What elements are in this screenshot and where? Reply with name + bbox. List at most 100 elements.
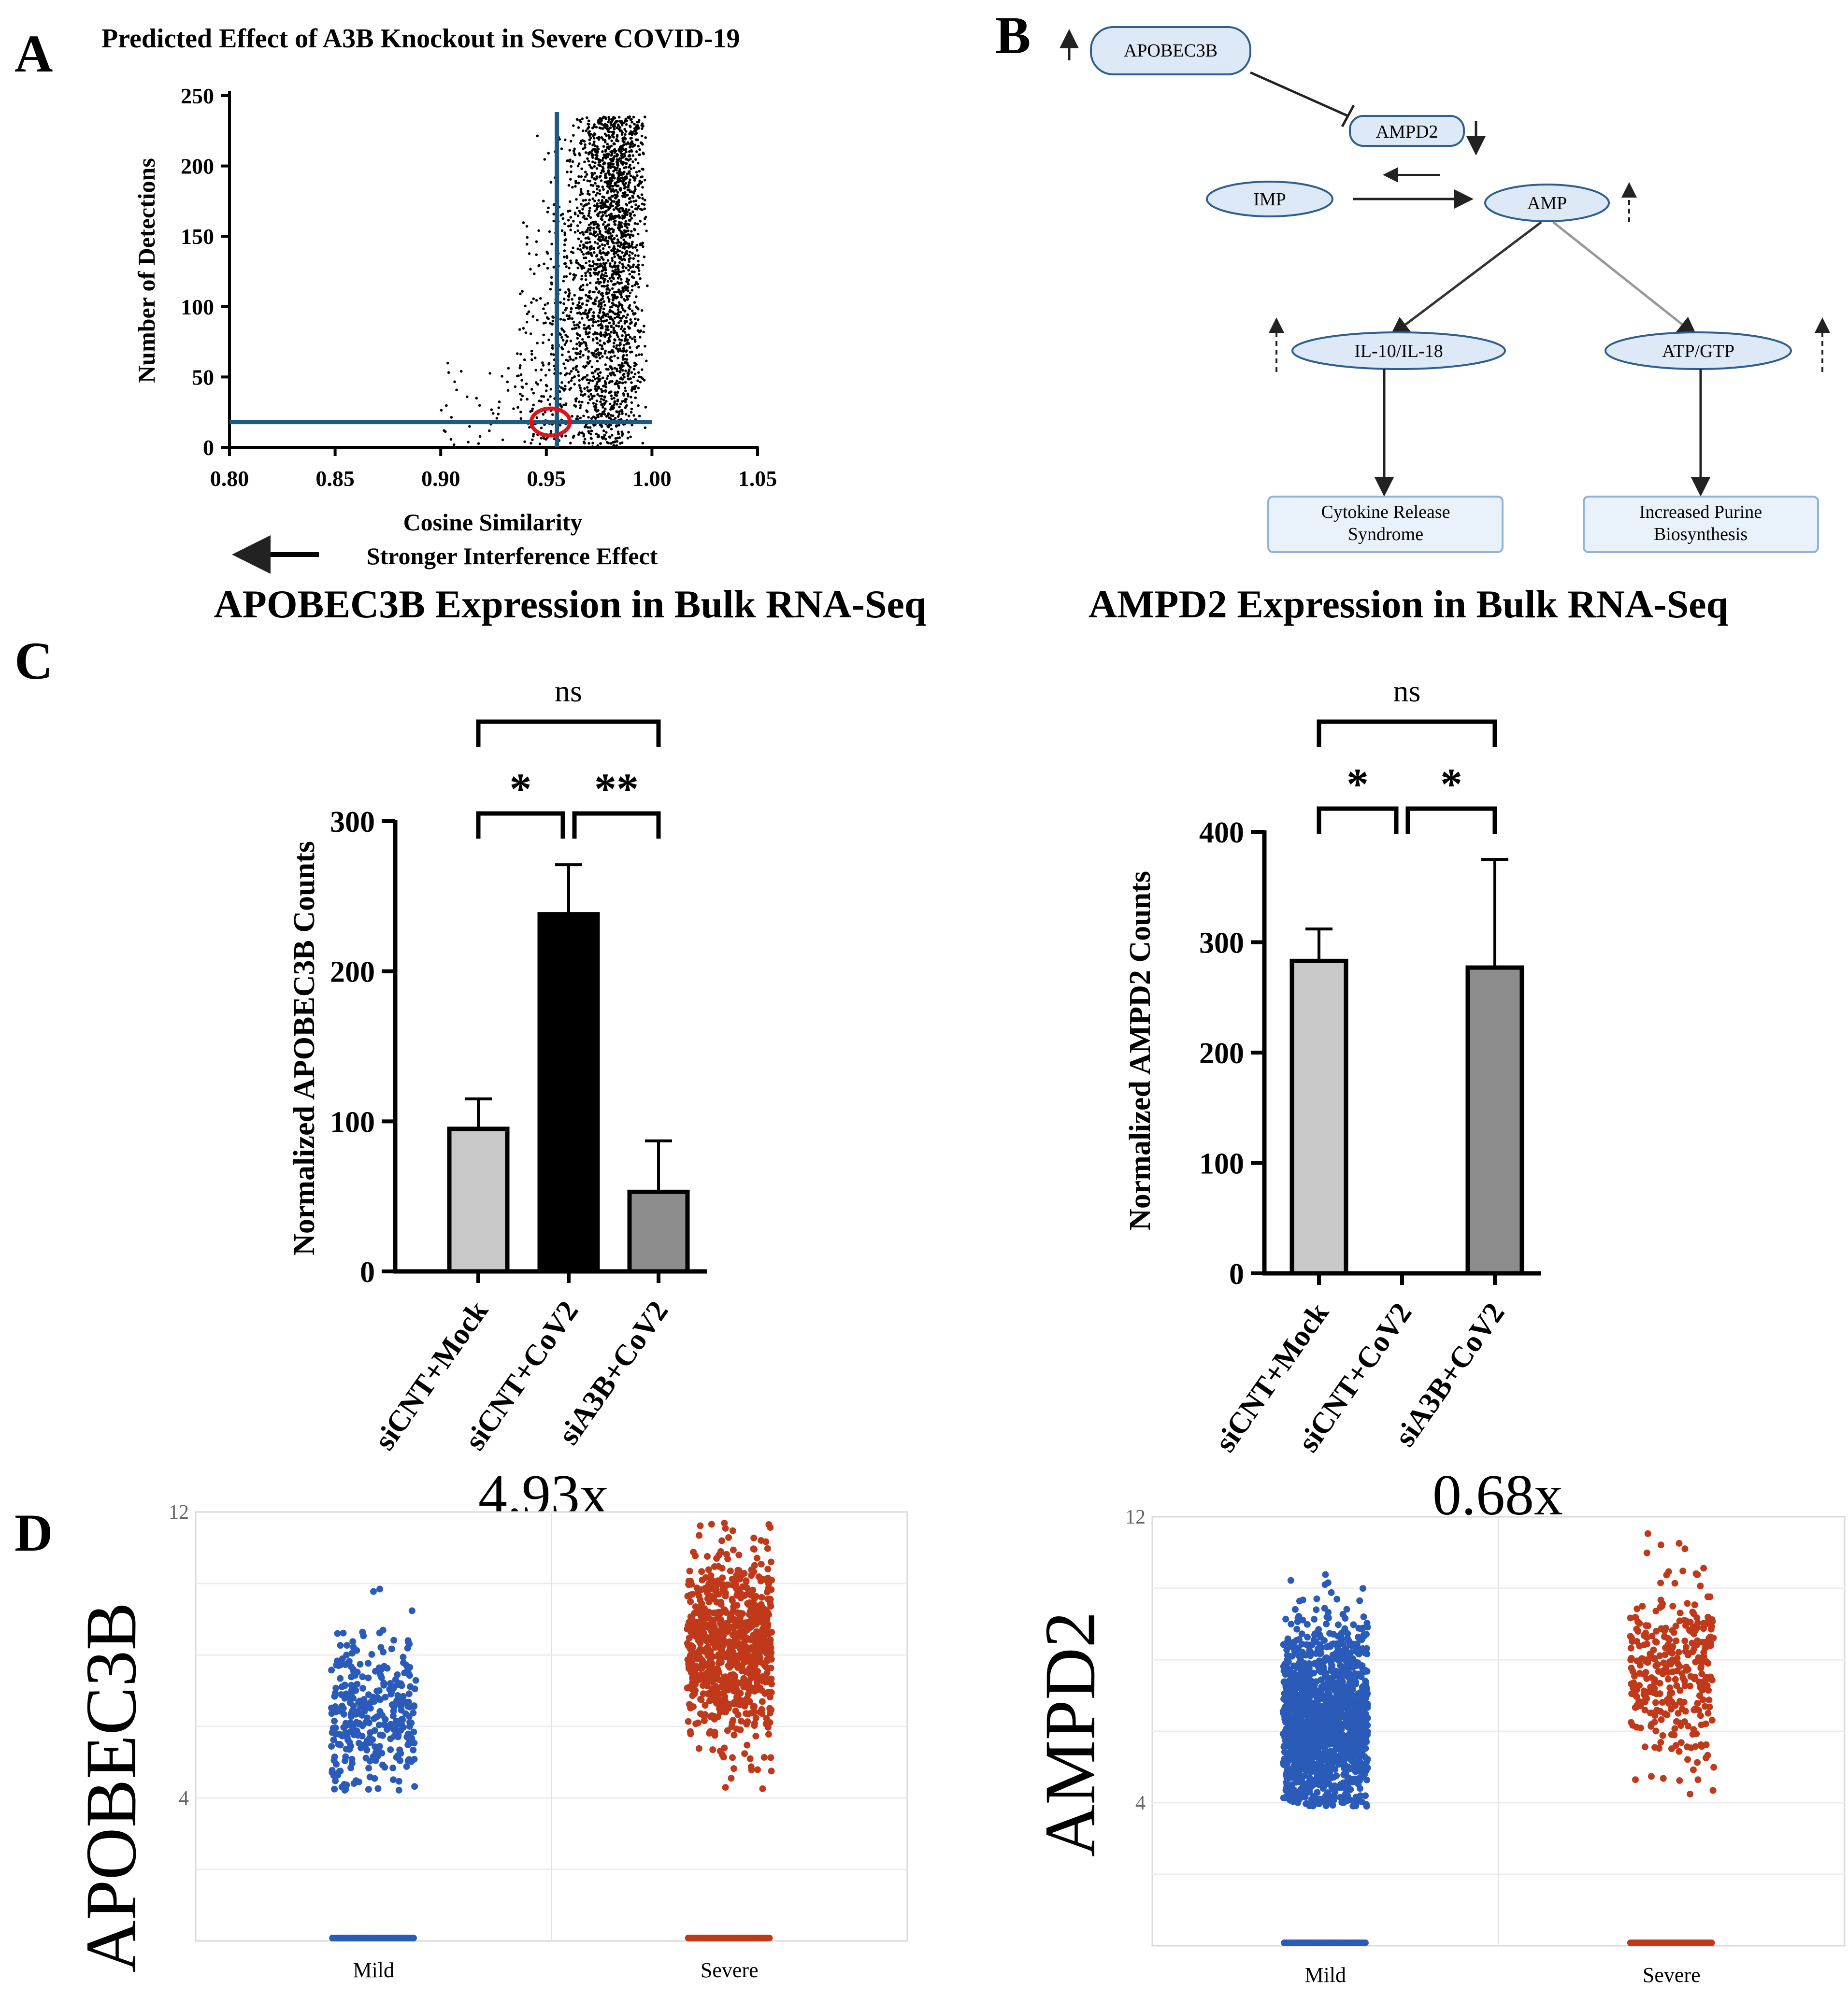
jitter-point [1282,1615,1289,1623]
jitter-point [328,1743,335,1750]
scatter-point [640,353,644,356]
scatter-point [608,277,612,280]
scatter-point [611,200,614,203]
scatter-point [568,149,572,152]
scatter-point [590,429,593,433]
panel-a-letter: A [14,24,53,83]
jitter-point [1338,1725,1345,1733]
panel-d-letter: D [14,1503,53,1562]
scatter-point [601,195,604,199]
scatter-point [631,386,634,389]
scatter-point [641,127,644,130]
scatter-point [577,262,580,265]
scatter-point [564,333,567,337]
scatter-point [585,173,588,176]
purine-label-line1: Increased Purine [1639,502,1762,522]
scatter-point [575,347,578,350]
scatter-point [591,221,594,224]
y-tick-label: 50 [192,365,214,389]
scatter-point [533,356,537,359]
scatter-point [585,294,587,297]
jitter-point [352,1672,359,1679]
scatter-point [624,137,627,140]
scatter-point [598,290,601,293]
scatter-point [628,145,631,149]
jitter-point [764,1566,772,1573]
jitter-point [688,1581,695,1588]
scatter-point [600,397,603,400]
scatter-point [619,319,622,322]
scatter-point [622,255,626,257]
scatter-point [616,126,618,129]
scatter-point [620,281,623,285]
scatter-point [563,275,566,278]
scatter-point [568,388,571,391]
scatter-point [549,429,553,433]
scatter-point [606,200,609,203]
scatter-point [549,257,553,261]
jitter-point [332,1777,339,1784]
scatter-point [535,299,538,302]
scatter-point [622,290,625,293]
scatter-point [643,203,646,206]
scatter-point [572,302,574,305]
scatter-point [587,318,590,322]
scatter-point [634,129,638,132]
jitter-point [1323,1620,1330,1627]
scatter-point [634,396,637,399]
scatter-point [619,376,623,379]
scatter-point [542,413,545,416]
jitter-point [394,1671,401,1678]
scatter-point [564,402,568,405]
scatter-point [624,413,628,416]
scatter-point [612,320,616,323]
scatter-point [542,395,545,398]
scatter-point [626,392,630,396]
scatter-point [530,349,533,353]
scatter-point [613,255,616,258]
scatter-point [584,199,587,202]
jitter-point [336,1731,344,1738]
scatter-point [597,372,600,375]
scatter-point [593,241,597,244]
scatter-point [540,427,543,429]
scatter-point [598,117,602,120]
jitter-point [1350,1621,1357,1628]
scatter-point [602,235,605,238]
scatter-point [630,381,633,384]
scatter-point [623,152,626,156]
significance-label: * [1440,759,1462,809]
scatter-point [608,416,611,419]
scatter-point [578,152,581,155]
scatter-point [607,130,610,133]
scatter-point [624,389,627,392]
scatter-point [623,234,626,237]
jitter-point [348,1689,356,1696]
scatter-point [612,342,616,345]
jitter-point [738,1718,745,1725]
scatter-point [443,429,445,432]
jitter-point [372,1668,379,1675]
jitter-point [337,1708,344,1715]
jitter-point [408,1607,415,1614]
scatter-point [602,169,604,171]
scatter-point [548,403,552,406]
scatter-point [618,342,622,344]
scatter-point [561,347,564,351]
jitter-point [703,1553,711,1560]
scatter-point [597,300,601,303]
jitter-point [400,1654,407,1661]
scatter-point [550,242,553,246]
jitter-point [709,1746,716,1754]
jitter-point [701,1717,708,1725]
jitter-point [696,1649,703,1656]
scatter-point [606,325,610,328]
jitter-point [758,1610,765,1617]
scatter-point [617,381,621,384]
scatter-point [627,370,630,373]
jitter-point [357,1661,364,1668]
scatter-point [601,159,604,162]
scatter-point [580,202,583,206]
scatter-point [630,150,633,153]
